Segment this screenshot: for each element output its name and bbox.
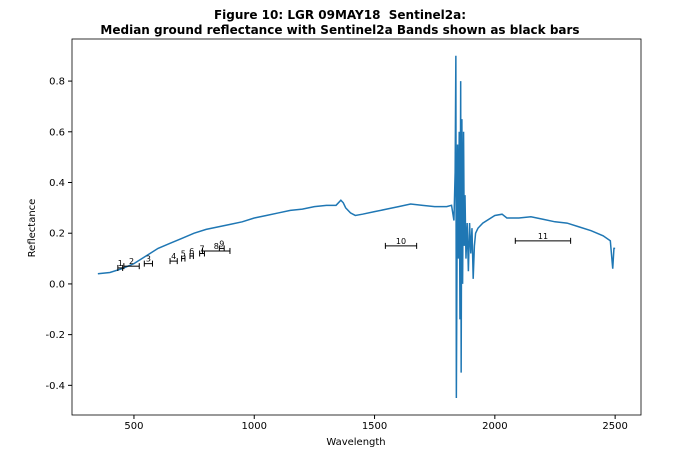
band-label: 4: [171, 252, 176, 261]
band-bar: [189, 253, 194, 260]
band-bar: [117, 264, 124, 271]
band-bar: [123, 263, 140, 270]
band-bar: [384, 242, 418, 249]
x-tick-label: 2000: [482, 421, 507, 432]
chart-title: Median ground reflectance with Sentinel2…: [100, 23, 579, 37]
x-axis-label: Wavelength: [326, 437, 385, 448]
band-label: 9: [219, 239, 224, 248]
x-tick-label: 2500: [602, 421, 627, 432]
band-label: 8: [214, 242, 219, 251]
y-tick-label: -0.4: [45, 381, 65, 392]
band-bar: [218, 245, 225, 252]
band-bar: [514, 237, 572, 244]
y-tick-label: 0.2: [49, 229, 65, 240]
y-tick-label: 0.6: [49, 127, 65, 138]
y-tick-label: 0.8: [49, 77, 65, 88]
band-label: 6: [189, 247, 194, 256]
band-label: 11: [538, 232, 548, 241]
band-bar: [143, 260, 153, 267]
x-tick-label: 1500: [362, 421, 387, 432]
chart-title: Figure 10: LGR 09MAY18 Sentinel2a:: [214, 8, 466, 22]
y-tick-label: -0.2: [45, 330, 65, 341]
band-bar: [169, 258, 178, 265]
band-label: 1: [118, 259, 123, 268]
band-label: 3: [146, 255, 151, 264]
data-line: [97, 55, 616, 399]
x-tick-label: 1000: [242, 421, 267, 432]
band-bar: [202, 247, 231, 254]
plot-frame: [71, 38, 642, 416]
band-label: 5: [181, 250, 186, 259]
y-axis-label: Reflectance: [27, 199, 38, 258]
band-label: 10: [396, 237, 406, 246]
x-tick-label: 500: [124, 421, 143, 432]
band-label: 2: [129, 257, 134, 266]
y-tick-label: 0.0: [49, 279, 65, 290]
band-bar: [181, 255, 186, 262]
y-tick-label: 0.4: [49, 178, 65, 189]
